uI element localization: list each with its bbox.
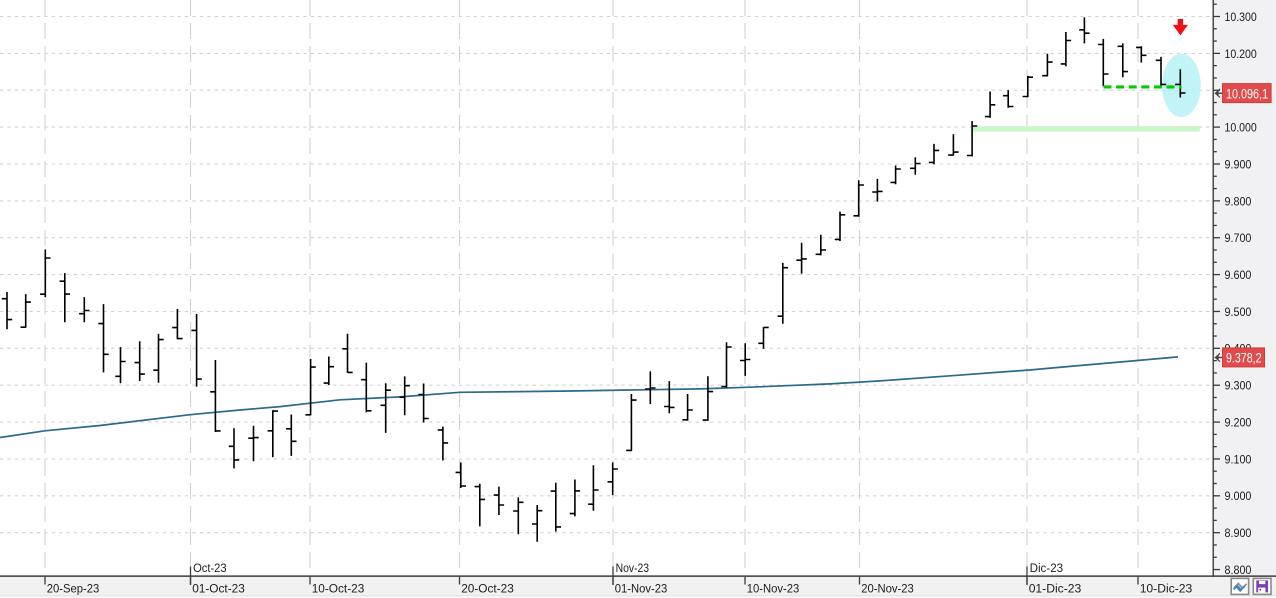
svg-text:10.200: 10.200 bbox=[1225, 47, 1257, 61]
svg-text:10.300: 10.300 bbox=[1225, 10, 1257, 24]
svg-text:10.000: 10.000 bbox=[1225, 121, 1257, 135]
svg-text:9.378,2: 9.378,2 bbox=[1226, 351, 1262, 367]
svg-text:Nov-23: Nov-23 bbox=[616, 561, 650, 575]
svg-text:20-Oct-23: 20-Oct-23 bbox=[461, 582, 514, 596]
svg-text:9.200: 9.200 bbox=[1225, 416, 1252, 430]
svg-text:9.600: 9.600 bbox=[1225, 268, 1252, 282]
svg-text:8.800: 8.800 bbox=[1225, 563, 1252, 577]
svg-text:01-Dic-23: 01-Dic-23 bbox=[1029, 582, 1082, 596]
svg-text:01-Oct-23: 01-Oct-23 bbox=[192, 582, 245, 596]
svg-text:9.700: 9.700 bbox=[1225, 231, 1252, 245]
svg-text:10.096,1: 10.096,1 bbox=[1226, 86, 1268, 102]
svg-text:9.900: 9.900 bbox=[1225, 157, 1252, 171]
svg-text:10-Nov-23: 10-Nov-23 bbox=[747, 582, 800, 596]
svg-text:9.000: 9.000 bbox=[1225, 489, 1252, 503]
svg-text:10-Oct-23: 10-Oct-23 bbox=[312, 582, 365, 596]
svg-text:8.900: 8.900 bbox=[1225, 526, 1252, 540]
svg-text:9.800: 9.800 bbox=[1225, 194, 1252, 208]
svg-text:20-Sep-23: 20-Sep-23 bbox=[47, 582, 100, 596]
svg-text:Dic-23: Dic-23 bbox=[1030, 561, 1064, 575]
svg-text:01-Nov-23: 01-Nov-23 bbox=[615, 582, 668, 596]
svg-text:9.300: 9.300 bbox=[1225, 379, 1252, 393]
svg-text:10-Dic-23: 10-Dic-23 bbox=[1140, 582, 1193, 596]
svg-text:9.500: 9.500 bbox=[1225, 305, 1252, 319]
svg-text:20-Nov-23: 20-Nov-23 bbox=[861, 582, 914, 596]
svg-text:9.100: 9.100 bbox=[1225, 452, 1252, 466]
svg-text:Oct-23: Oct-23 bbox=[193, 561, 227, 575]
